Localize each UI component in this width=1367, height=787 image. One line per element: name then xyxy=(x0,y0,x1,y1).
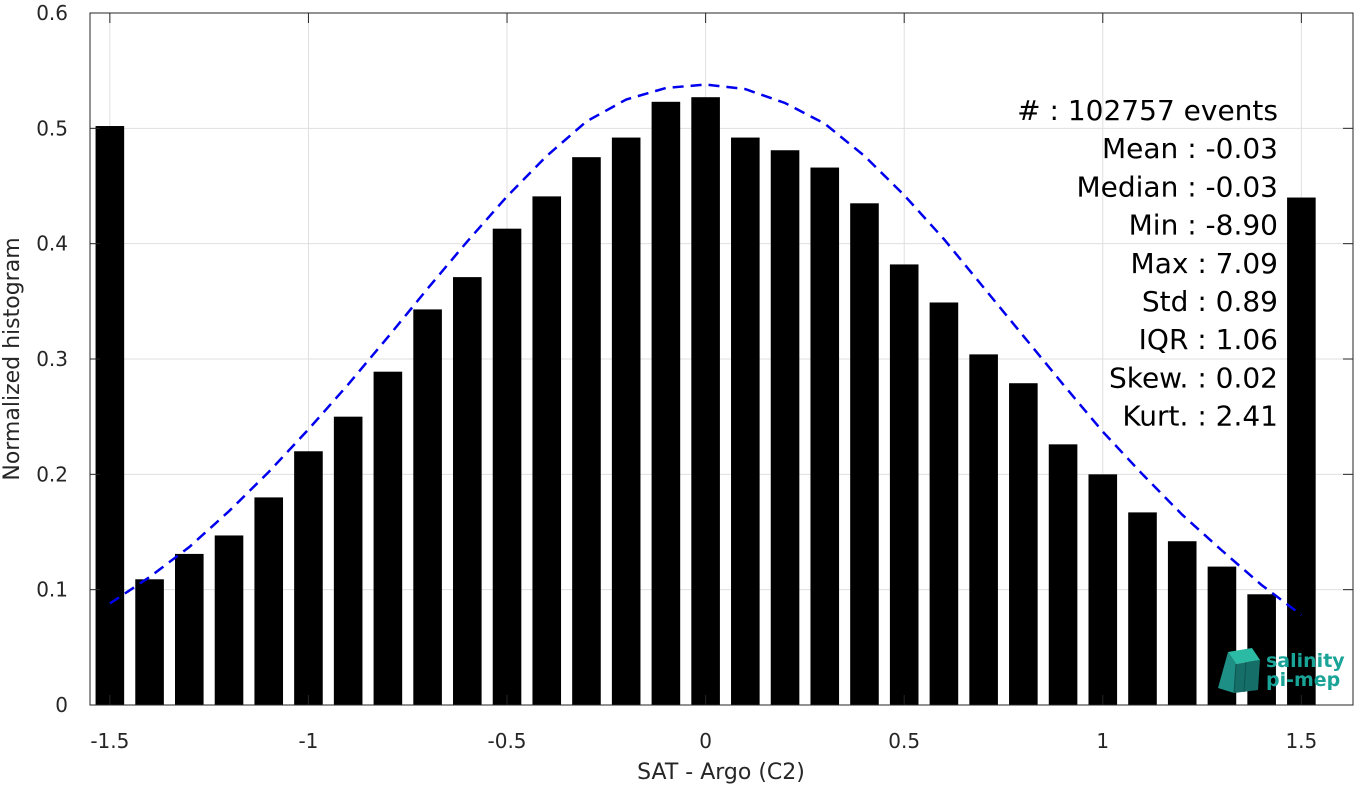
histogram-bar xyxy=(969,354,998,705)
histogram-bar xyxy=(1088,474,1118,705)
histogram-bar xyxy=(135,579,164,705)
histogram-bar xyxy=(929,302,959,705)
bars xyxy=(95,97,1316,706)
y-tick-label: 0.4 xyxy=(36,232,68,256)
stats-annotations: # : 102757 events Mean : -0.03 Median : -0… xyxy=(1017,94,1278,433)
histogram-bar xyxy=(373,371,403,705)
histogram-bar xyxy=(453,277,482,705)
stats-annotation-line: Median : -0.03 xyxy=(1076,170,1278,203)
stats-annotation-line: Max : 7.09 xyxy=(1131,247,1278,280)
stats-annotation-line: Min : -8.90 xyxy=(1129,209,1278,242)
histogram-bar xyxy=(691,97,720,705)
y-axis-label: Normalized histogram xyxy=(0,237,25,480)
stats-annotation-line: IQR : 1.06 xyxy=(1139,323,1278,356)
stats-annotation-line: Std : 0.89 xyxy=(1142,285,1278,318)
x-tick-label: -1 xyxy=(298,729,318,753)
histogram-bar xyxy=(611,137,641,705)
histogram-bar xyxy=(889,264,919,705)
histogram-bar xyxy=(95,126,125,705)
histogram-bar xyxy=(770,150,800,705)
y-tick-label: 0.1 xyxy=(36,578,68,602)
y-tick-label: 0.2 xyxy=(36,462,68,486)
salinity-pi-mep-logo: salinity pi-mep xyxy=(1218,648,1345,694)
x-tick-label: 0.5 xyxy=(888,729,920,753)
x-tick-label: 1 xyxy=(1096,729,1109,753)
x-axis-label: SAT - Argo (C2) xyxy=(637,760,805,785)
logo-line2: pi-mep xyxy=(1266,669,1340,691)
x-tick-label: 0 xyxy=(699,729,712,753)
histogram-bar xyxy=(1009,383,1038,705)
y-tick-label: 0 xyxy=(55,693,68,717)
y-tick-label: 0.5 xyxy=(36,116,68,140)
histogram-bar xyxy=(731,137,760,705)
histogram-bar xyxy=(1048,444,1078,705)
histogram-bar xyxy=(413,309,442,705)
histogram-bar xyxy=(1167,541,1197,705)
histogram-bar xyxy=(492,228,522,705)
y-tick-label: 0.6 xyxy=(36,1,68,25)
y-tick-labels: 0 0.1 0.2 0.3 0.4 0.5 0.6 xyxy=(36,1,68,717)
histogram-bar xyxy=(254,497,284,705)
x-tick-label: -0.5 xyxy=(488,729,527,753)
stats-annotation-line: Skew. : 0.02 xyxy=(1109,361,1278,394)
logo-cube-icon xyxy=(1218,648,1260,694)
y-tick-label: 0.3 xyxy=(36,347,68,371)
stats-annotation-line: # : 102757 events xyxy=(1017,94,1278,127)
histogram-bar xyxy=(850,203,879,706)
x-tick-label: 1.5 xyxy=(1285,729,1317,753)
histogram-bar xyxy=(294,451,323,705)
histogram-bar xyxy=(214,535,244,705)
histogram-bar xyxy=(532,196,562,705)
histogram-bar xyxy=(651,101,681,706)
histogram-bar xyxy=(174,553,204,705)
histogram-bar xyxy=(1287,197,1316,706)
histogram-bar xyxy=(810,167,840,706)
stats-annotation-line: Mean : -0.03 xyxy=(1102,132,1278,165)
x-tick-label: -1.5 xyxy=(90,729,129,753)
x-tick-labels: -1.5 -1 -0.5 0 0.5 1 1.5 xyxy=(90,729,1317,753)
axes xyxy=(89,12,1354,706)
histogram-bar xyxy=(333,416,363,705)
histogram-bar xyxy=(572,157,601,705)
histogram-bar xyxy=(1128,512,1157,705)
stats-annotation-line: Kurt. : 2.41 xyxy=(1122,400,1278,433)
logo-line1: salinity xyxy=(1266,650,1345,672)
